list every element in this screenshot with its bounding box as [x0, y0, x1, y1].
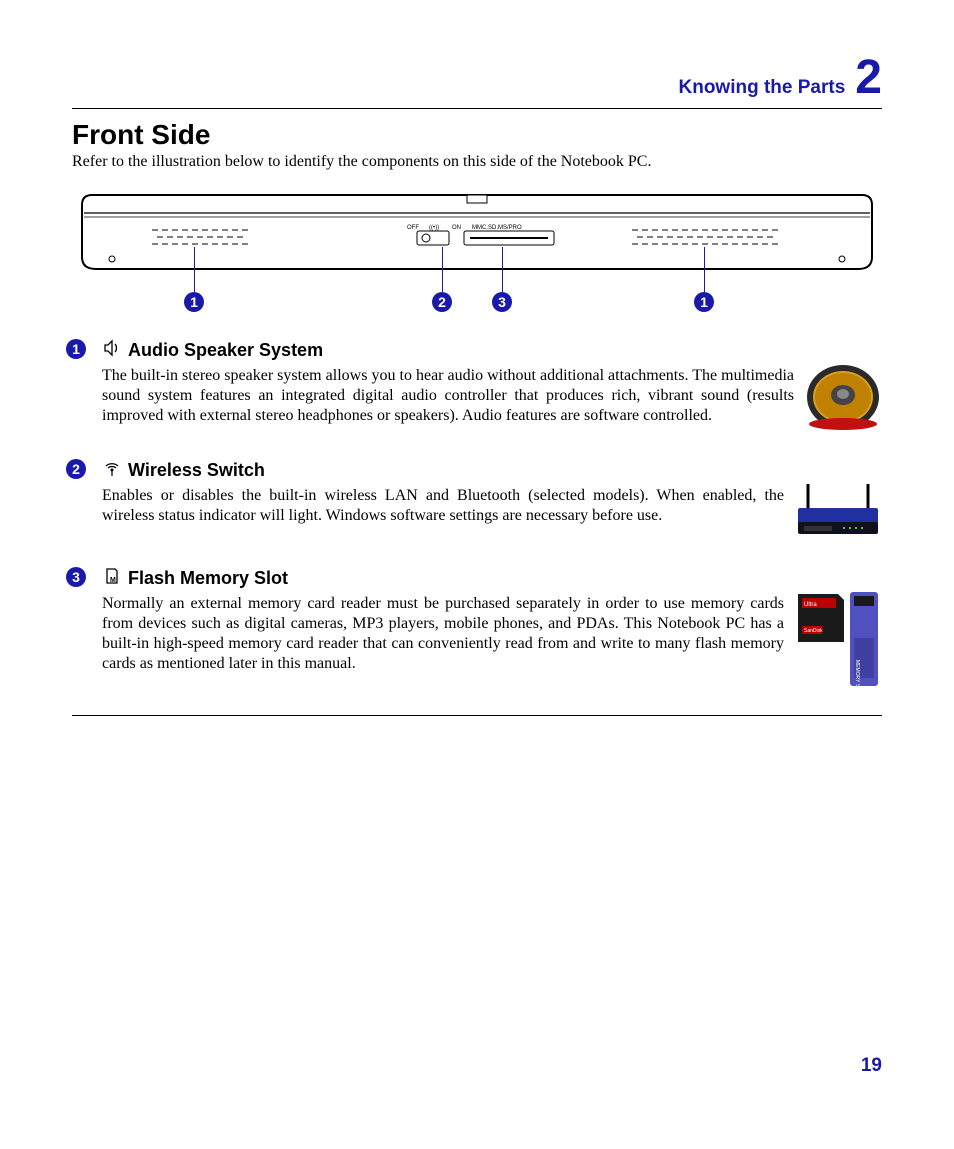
callout-line — [194, 247, 195, 292]
speaker-thumb — [804, 362, 882, 437]
callout-badge: 1 — [184, 292, 204, 312]
callout-badge: 1 — [694, 292, 714, 312]
svg-text:Ultra: Ultra — [804, 602, 817, 608]
callout-badge: 3 — [492, 292, 512, 312]
callout-line — [442, 247, 443, 292]
feature-flash-memory-slot: 3 M Flash Memory Slot Normally an extern… — [72, 567, 882, 695]
feature-number-badge: 3 — [66, 567, 86, 587]
divider — [72, 715, 882, 716]
chapter-number: 2 — [855, 54, 882, 102]
section-intro: Refer to the illustration below to ident… — [72, 153, 882, 171]
switch-on-label: ON — [452, 225, 461, 231]
feature-heading: Audio Speaker System — [102, 339, 882, 362]
callout-badge: 2 — [432, 292, 452, 312]
feature-audio-speaker: 1 Audio Speaker System The built-in ster… — [72, 339, 882, 437]
svg-text:MEMORY STICK: MEMORY STICK — [854, 660, 860, 690]
router-thumb — [794, 482, 882, 545]
feature-wireless-switch: 2 Wireless Switch Enables or disables th… — [72, 459, 882, 545]
slot-label: MMC.SD.MS/PRO — [472, 225, 522, 231]
feature-text: Normally an external memory card reader … — [102, 594, 784, 674]
switch-off-label: OFF — [407, 225, 419, 231]
section-title: Front Side — [72, 119, 882, 151]
feature-title: Audio Speaker System — [128, 340, 323, 361]
wireless-icon — [102, 459, 122, 482]
callout-line — [704, 247, 705, 292]
switch-icon-label: ((•)) — [429, 225, 439, 231]
feature-title: Flash Memory Slot — [128, 568, 288, 589]
feature-title: Wireless Switch — [128, 460, 265, 481]
feature-text: The built-in stereo speaker system allow… — [102, 366, 794, 426]
chapter-title: Knowing the Parts — [679, 77, 846, 99]
manual-page: Knowing the Parts 2 Front Side Refer to … — [0, 0, 954, 716]
front-side-diagram: OFF ((•)) ON MMC.SD.MS/PRO 1 2 3 1 — [72, 187, 882, 317]
page-number: 19 — [861, 1055, 882, 1077]
chapter-header: Knowing the Parts 2 — [72, 54, 882, 102]
memory-card-icon: M — [102, 567, 122, 590]
feature-text: Enables or disables the built-in wireles… — [102, 486, 784, 526]
feature-heading: Wireless Switch — [102, 459, 882, 482]
divider — [72, 108, 882, 109]
feature-number-badge: 2 — [66, 459, 86, 479]
svg-text:M: M — [110, 577, 116, 584]
callout-line — [502, 247, 503, 292]
feature-number-badge: 1 — [66, 339, 86, 359]
speaker-icon — [102, 339, 122, 362]
memory-cards-thumb: Ultra SanDisk MEMORY STICK — [794, 590, 882, 695]
feature-heading: M Flash Memory Slot — [102, 567, 882, 590]
svg-text:SanDisk: SanDisk — [804, 628, 823, 634]
